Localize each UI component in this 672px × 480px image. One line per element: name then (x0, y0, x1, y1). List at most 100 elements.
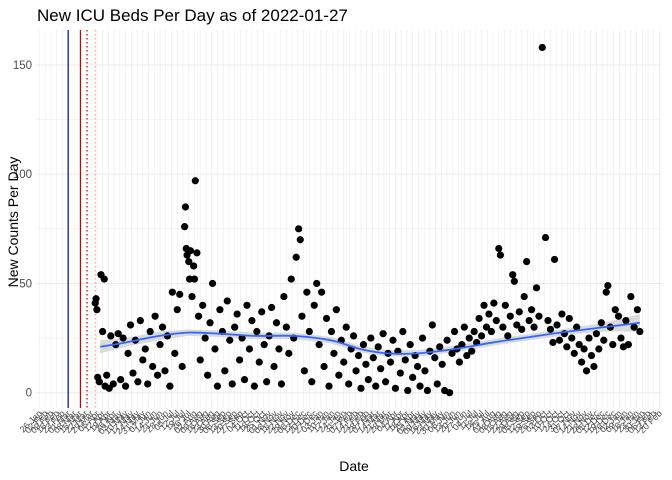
data-point (513, 321, 521, 329)
data-point (362, 360, 370, 368)
data-point (406, 341, 414, 349)
data-point (582, 367, 591, 375)
data-point (570, 349, 578, 357)
data-point (158, 323, 167, 331)
data-point (404, 386, 412, 395)
data-point (121, 382, 130, 390)
data-point (423, 386, 432, 395)
data-point (636, 327, 644, 336)
data-point (93, 306, 101, 314)
data-point (342, 323, 350, 331)
data-point (280, 292, 288, 301)
data-point (277, 380, 286, 388)
data-point (208, 279, 217, 288)
data-point (345, 380, 353, 388)
data-point (327, 327, 336, 336)
data-point (191, 177, 199, 185)
data-point (231, 323, 239, 331)
data-point (480, 301, 488, 309)
data-point (624, 341, 632, 349)
data-point (573, 323, 581, 331)
data-point (450, 327, 459, 336)
data-point (303, 288, 311, 296)
chart-title: New ICU Beds Per Day as of 2022-01-27 (37, 6, 348, 25)
data-point (296, 236, 304, 244)
data-point (555, 336, 564, 344)
data-point (250, 382, 258, 390)
data-point (477, 332, 486, 340)
data-point (318, 288, 326, 296)
data-point (245, 345, 254, 353)
data-point (178, 362, 186, 371)
data-point (166, 382, 174, 390)
data-point (475, 314, 483, 323)
data-point (310, 301, 318, 309)
data-point (298, 312, 306, 320)
data-point (448, 349, 456, 357)
data-point (431, 354, 439, 362)
data-point (134, 378, 142, 386)
data-point (292, 253, 300, 261)
data-point (117, 375, 125, 384)
confidence-band (100, 314, 640, 357)
data-point (585, 334, 593, 342)
confidence-ribbon (100, 314, 640, 357)
data-point (515, 308, 523, 316)
data-point (325, 382, 333, 390)
data-point (223, 297, 231, 305)
data-point (510, 277, 518, 285)
data-point (322, 314, 331, 323)
data-point (260, 341, 268, 349)
data-point (468, 347, 476, 355)
data-point (381, 378, 390, 386)
data-point (185, 258, 193, 266)
data-point (379, 330, 387, 338)
data-point (391, 384, 400, 392)
data-point (604, 282, 612, 290)
data-point (196, 356, 204, 364)
data-point (186, 247, 194, 255)
data-point (270, 362, 278, 371)
y-tick-label: 50 (19, 278, 32, 290)
data-point (100, 275, 108, 283)
data-point (275, 345, 283, 353)
data-point (630, 323, 638, 331)
data-point (114, 330, 122, 338)
data-point (190, 262, 198, 270)
x-axis-title: Date (339, 458, 369, 474)
data-point (238, 334, 246, 342)
data-point (258, 308, 266, 316)
y-tick-label: 0 (26, 388, 32, 400)
data-point (416, 382, 424, 390)
data-point (520, 292, 528, 301)
data-point (563, 343, 571, 351)
data-point (340, 358, 348, 366)
data-point (487, 327, 495, 336)
data-point (213, 382, 222, 390)
data-point (136, 317, 144, 325)
data-point (465, 334, 473, 342)
data-point (389, 336, 397, 344)
data-point (438, 360, 446, 368)
data-point (627, 292, 635, 301)
data-point (600, 336, 608, 344)
data-point (354, 351, 363, 360)
data-point (330, 349, 338, 357)
data-point (92, 295, 100, 303)
data-point (285, 349, 293, 357)
data-point (558, 310, 566, 318)
data-point (490, 299, 498, 307)
data-point (99, 327, 107, 336)
data-point (188, 292, 196, 301)
data-point (433, 380, 441, 388)
data-point (532, 284, 541, 292)
data-point (633, 306, 641, 314)
data-point (418, 334, 427, 342)
smooth-line (100, 321, 640, 355)
data-point (168, 288, 176, 296)
data-point (544, 317, 552, 325)
data-point (436, 343, 444, 351)
data-point (211, 345, 219, 353)
data-point (248, 317, 256, 325)
